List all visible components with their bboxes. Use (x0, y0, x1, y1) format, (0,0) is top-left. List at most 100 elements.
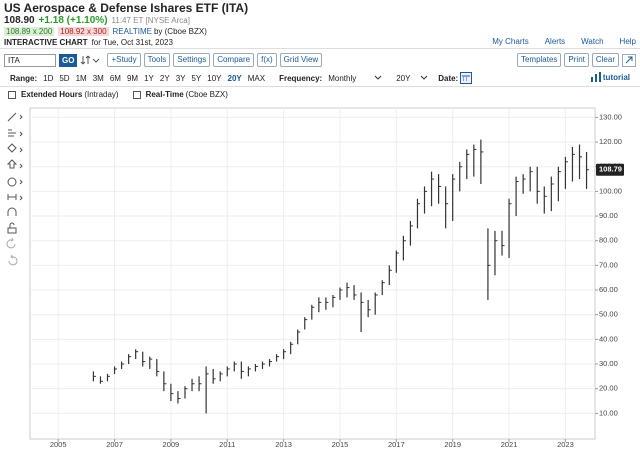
tool-line[interactable] (7, 112, 23, 122)
bid: 108.89 x 200 (4, 27, 55, 36)
range-option[interactable]: 1M (75, 73, 87, 83)
drawing-tools (6, 112, 23, 266)
toolbar-button[interactable]: +Study (107, 53, 141, 67)
header-link[interactable]: Alerts (544, 37, 566, 46)
tool-redo[interactable] (8, 254, 18, 266)
checkbox[interactable] (132, 90, 141, 99)
x-tick-label: 2017 (388, 440, 405, 449)
tool-text[interactable] (7, 177, 17, 187)
x-tick-label: 2011 (219, 440, 235, 449)
x-tick-label: 2021 (501, 440, 518, 449)
plot-frame (29, 107, 596, 440)
toolbar-button[interactable]: Templates (516, 53, 562, 67)
range-option[interactable]: 5D (59, 73, 70, 83)
chart-label-row: INTERACTIVE CHART for Tue, Oct 31st, 202… (4, 38, 173, 47)
real-time-note: (Cboe BZX) (185, 90, 228, 99)
symbol-input[interactable]: ITA (4, 53, 56, 67)
toolbar-button[interactable]: Settings (173, 53, 211, 67)
toolbar: ITA GO +Study Tools Settings Compare f(x) Gri… (4, 53, 323, 67)
toolbar-buttons: +Study Tools Settings Compare f(x) Grid View (107, 53, 323, 67)
tool-lock[interactable] (7, 222, 17, 234)
toolbar-button[interactable]: Tools (143, 53, 171, 67)
header-link[interactable]: My Charts (492, 37, 529, 46)
expand-icon[interactable] (622, 53, 636, 67)
calendar-icon[interactable] (460, 72, 473, 84)
tutorial[interactable]: tutorial (602, 72, 630, 82)
header-link[interactable]: Watch (581, 37, 604, 46)
toolbar-button[interactable]: f(x) (257, 53, 277, 67)
period-select[interactable]: 20Y (396, 73, 411, 83)
divider (0, 48, 640, 49)
x-tick-label: 2015 (332, 440, 349, 449)
price-change: +1.18 (+1.10%) (38, 15, 108, 26)
tool-fib[interactable] (8, 129, 23, 137)
bars (92, 139, 590, 414)
x-tick-label: 2005 (50, 440, 67, 449)
options-row: Extended Hours (Intraday) Real-Time (Cbo… (8, 90, 228, 99)
tutorial-icon (590, 72, 601, 82)
chart-date: for Tue, Oct 31st, 2023 (91, 38, 173, 47)
y-tick-label: 70.00 (599, 260, 618, 269)
range-option[interactable]: 3Y (175, 73, 186, 83)
date-label: Date: (438, 73, 459, 83)
source: by (Cboe BZX) (153, 27, 207, 36)
y-tick-label: 80.00 (599, 236, 618, 245)
frequency-select[interactable]: Monthly (328, 73, 357, 83)
x-tick-label: 2013 (275, 440, 292, 449)
toolbar-button[interactable]: Grid View (279, 53, 323, 67)
range-option[interactable]: 9M (126, 73, 139, 83)
toolbar-button[interactable]: Compare (213, 53, 255, 67)
range-bar: Range: 1D 5D 1M 3M 6M 9M 1Y 2Y 3Y 5Y 10Y 20Y MAX Fre… (10, 72, 473, 84)
real-time: Real-Time (145, 90, 184, 99)
tool-arrow[interactable] (6, 159, 23, 169)
y-tick-label: 90.00 (599, 211, 618, 220)
y-tick-label: 40.00 (599, 334, 618, 343)
go-button[interactable]: GO (59, 53, 78, 67)
draw-menu-icon[interactable] (80, 54, 100, 66)
y-tick-label: 10.00 (599, 408, 618, 417)
axes: 10.00 20.00 30.00 40.00 50.00 60.00 70.00 80.00… (50, 112, 624, 449)
range-option[interactable]: 3M (92, 73, 104, 83)
range-option[interactable]: 10Y (207, 73, 222, 83)
y-tick-label: 20.00 (599, 384, 618, 393)
tool-shape[interactable] (7, 143, 23, 153)
toolbar-right-buttons: Templates Print Clear (516, 53, 619, 67)
range-option[interactable]: 6M (109, 73, 121, 83)
range-option[interactable]: 20Y (227, 73, 242, 83)
header-link[interactable]: Help (619, 37, 636, 46)
divider (0, 86, 640, 87)
bid-ask-row: 108.89 x 200 108.92 x 300 REALTIME by (C… (4, 27, 207, 36)
last-price: 108.90 (4, 15, 35, 26)
grid (30, 108, 595, 439)
title: US Aerospace & Defense Ishares ETF (ITA) (4, 1, 249, 15)
extended-note: (Intraday) (84, 90, 119, 99)
header-links: My Charts Alerts Watch Help (492, 37, 636, 46)
dropdown-arrow (374, 75, 382, 80)
range-option[interactable]: MAX (247, 73, 266, 83)
realtime: REALTIME (112, 27, 152, 36)
tool-measure[interactable] (7, 194, 23, 201)
range-option[interactable]: 1D (43, 73, 54, 83)
toolbar-button[interactable]: Clear (591, 53, 619, 67)
chart-label: INTERACTIVE CHART (4, 38, 88, 47)
tutorial-link[interactable]: tutorial (590, 72, 630, 82)
range-option[interactable]: 1Y (144, 73, 154, 83)
tool-undo[interactable] (6, 237, 16, 249)
x-tick-label: 2007 (106, 440, 123, 449)
last-price-box (596, 163, 624, 176)
quote-row: 108.90 +1.18 (+1.10%) 11:47 ET [NYSE Arc… (4, 15, 190, 26)
range-option[interactable]: 2Y (159, 73, 170, 83)
checkbox[interactable] (8, 90, 16, 99)
tool-magnet[interactable] (7, 207, 17, 216)
ask: 108.92 x 300 (58, 27, 109, 36)
y-tick-label: 120.00 (599, 137, 622, 146)
range-option[interactable]: 5Y (191, 73, 202, 83)
y-tick-label: 130.00 (599, 112, 622, 121)
range-label: Range: (10, 73, 38, 83)
chart: 10.00 20.00 30.00 40.00 50.00 60.00 70.00 80.00… (6, 107, 624, 449)
toolbar-button[interactable]: Print (564, 53, 589, 67)
y-tick-label: 50.00 (599, 310, 618, 319)
y-tick-label: 60.00 (599, 285, 618, 294)
